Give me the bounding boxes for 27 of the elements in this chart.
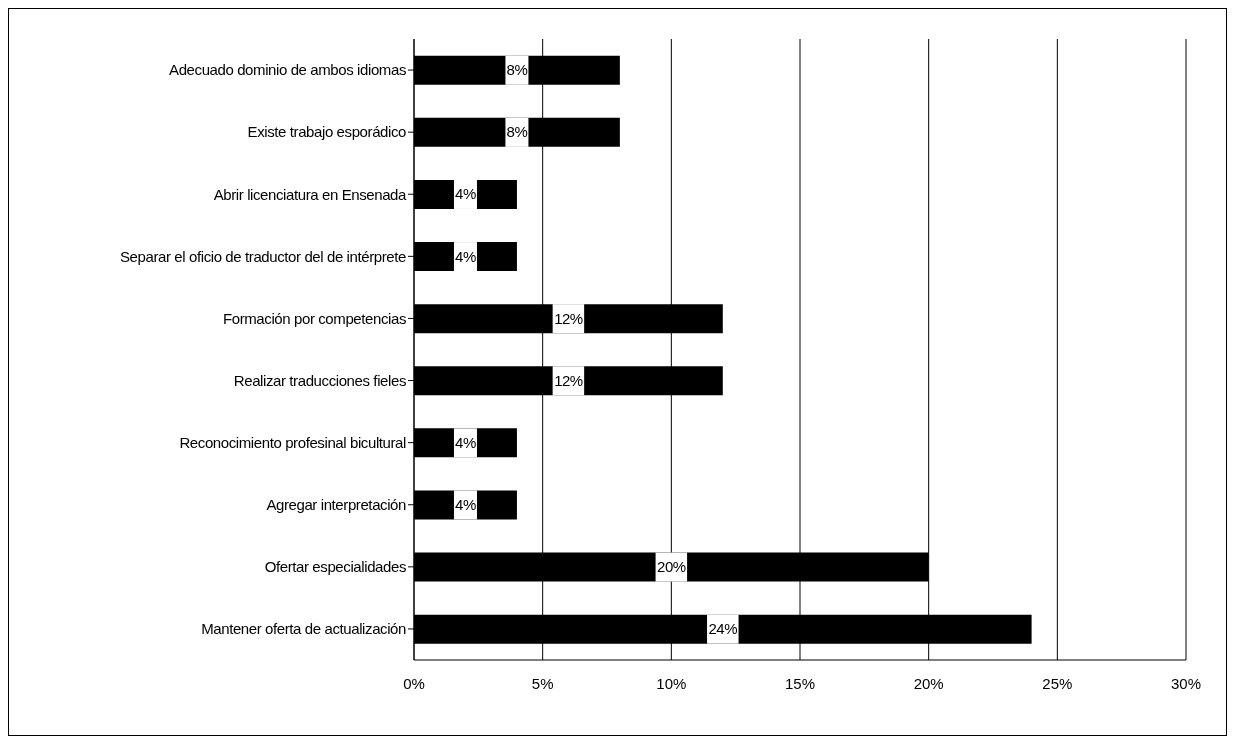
data-label: 4% xyxy=(455,247,476,265)
data-label: 8% xyxy=(506,123,528,141)
y-tick-label: Abrir licenciatura en Ensenada xyxy=(213,185,408,203)
x-tick-label: 20% xyxy=(913,674,944,692)
x-tick-label: 0% xyxy=(403,674,425,692)
y-tick-label: Formación por competencias xyxy=(222,309,406,327)
data-label: 24% xyxy=(708,620,738,638)
x-tick-label: 5% xyxy=(531,674,554,692)
y-tick-label: Reconocimiento profesinal bicultural xyxy=(179,433,407,451)
x-tick-label: 30% xyxy=(1170,674,1202,692)
x-tick-label: 10% xyxy=(656,674,687,692)
x-tick-label: 15% xyxy=(784,674,816,692)
y-tick-label: Existe trabajo esporádico xyxy=(247,123,407,141)
y-tick-label: Mantener oferta de actualización xyxy=(201,620,407,638)
y-tick-label: Separar el oficio de traductor del de intérprete xyxy=(120,247,407,265)
data-label: 12% xyxy=(554,371,583,389)
x-tick-label: 25% xyxy=(1042,674,1073,692)
data-label: 8% xyxy=(506,61,528,79)
data-label: 4% xyxy=(455,433,476,451)
y-tick-label: Agregar interpretación xyxy=(266,496,407,514)
y-tick-label: Realizar traducciones fieles xyxy=(233,371,406,389)
data-label: 4% xyxy=(455,185,476,203)
y-tick-label: Ofertar especialidades xyxy=(264,558,406,576)
data-label: 20% xyxy=(657,558,686,576)
data-label: 12% xyxy=(554,309,583,327)
y-tick-label: Adecuado dominio de ambos idiomas xyxy=(169,61,406,79)
data-label: 4% xyxy=(455,495,476,513)
